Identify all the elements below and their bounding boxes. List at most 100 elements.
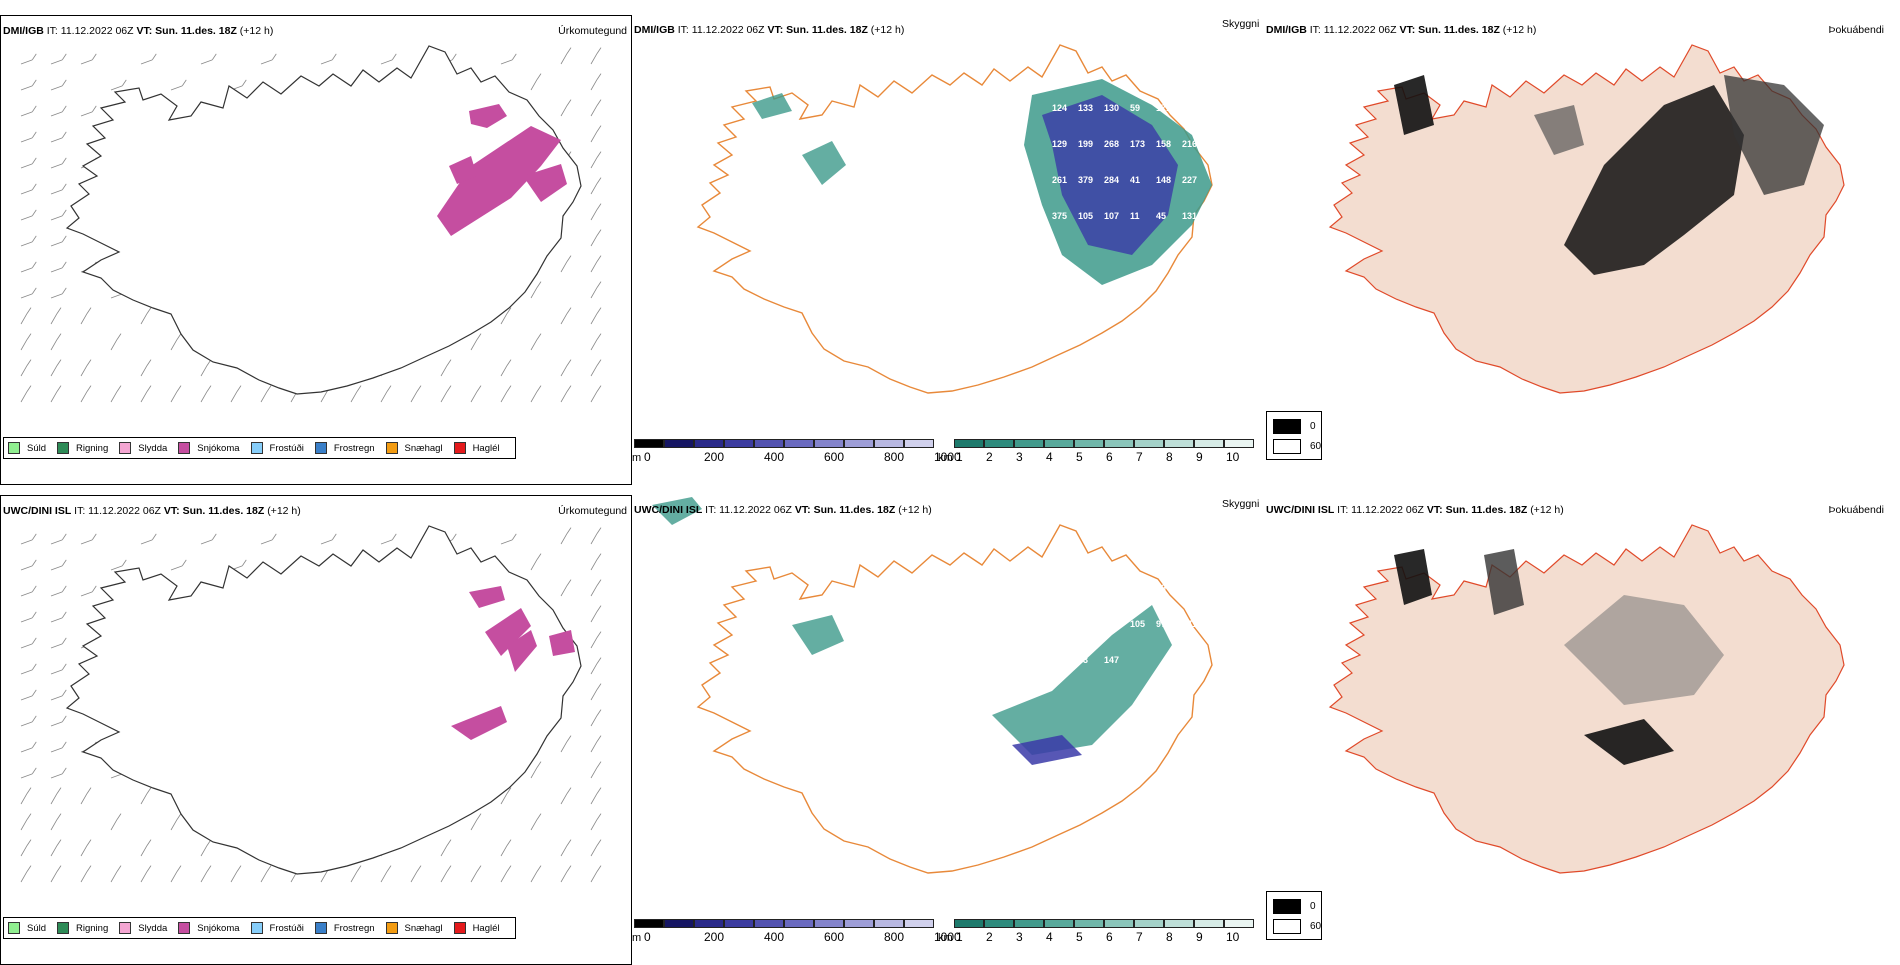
wind-barb-flag xyxy=(331,53,337,61)
fog-patch xyxy=(1394,75,1434,135)
wind-barb-flag xyxy=(476,813,482,820)
wind-barb-flag xyxy=(31,105,37,113)
wind-barb-flag xyxy=(596,125,602,132)
colorbar-cell xyxy=(1104,919,1134,928)
wind-barb-flag xyxy=(86,839,92,846)
wind-barb xyxy=(590,53,598,65)
wind-barb-flag xyxy=(26,787,32,794)
legend-swatch xyxy=(57,442,70,454)
wind-barb xyxy=(500,313,508,325)
wind-barb xyxy=(20,365,28,377)
wind-barb-flag xyxy=(566,579,572,586)
colorbar-cell xyxy=(724,919,754,928)
colorbar-cell xyxy=(874,919,904,928)
colorbar-tick: 2 xyxy=(986,450,993,464)
wind-barb-flag xyxy=(61,611,67,619)
wind-barb xyxy=(560,391,568,403)
wind-barb xyxy=(20,137,33,143)
wind-barb xyxy=(20,85,33,91)
snowfall-area xyxy=(451,586,575,740)
colorbar-cell xyxy=(664,919,694,928)
precip-type-panel-uwc: UWC/DINI ISL IT: 11.12.2022 06Z VT: Sun.… xyxy=(0,495,632,965)
wind-barb xyxy=(590,793,598,805)
legend-item: Frostúði xyxy=(250,442,304,454)
wind-barb-flag xyxy=(61,767,67,775)
colorbar-cell xyxy=(634,919,664,928)
wind-barb xyxy=(50,617,63,623)
wind-barb xyxy=(590,313,598,325)
colorbar-cell xyxy=(984,439,1014,448)
wind-barb-flag xyxy=(596,307,602,314)
visibility-value-label: 105 xyxy=(1078,211,1093,221)
fog-patch xyxy=(1564,595,1724,705)
fog-patch xyxy=(1394,549,1432,605)
colorbar-cell xyxy=(984,919,1014,928)
lead-time: (+12 h) xyxy=(1530,504,1564,516)
legend-swatch xyxy=(250,442,263,454)
legend-label: Súld xyxy=(27,442,47,454)
legend-label: Snæhagl xyxy=(404,922,443,934)
wind-barb-flag xyxy=(391,53,397,61)
wind-barb xyxy=(50,163,63,169)
colorbar-tick: 200 xyxy=(704,930,725,944)
wind-barb xyxy=(380,59,393,65)
wind-barb-flag xyxy=(31,611,37,619)
wind-barb-flag xyxy=(61,559,67,567)
wind-barb xyxy=(560,105,568,117)
wind-barb xyxy=(80,793,88,805)
visibility-value-label: 199 xyxy=(1078,139,1093,149)
valid-time: Sun. 11.des. 18Z xyxy=(155,25,237,37)
wind-barb xyxy=(590,689,598,701)
iceland-coastline xyxy=(65,45,582,395)
visibility-value-label: 29 xyxy=(1156,583,1166,593)
wind-barb-flag xyxy=(176,333,182,340)
snowfall-patch xyxy=(523,164,567,202)
init-time: IT: 11.12.2022 06Z xyxy=(677,24,765,36)
wind-barb xyxy=(470,391,478,403)
legend-swatch xyxy=(314,442,327,454)
wind-barb-flag xyxy=(146,865,152,872)
wind-barb-flag xyxy=(596,281,602,288)
wind-barb-flag xyxy=(566,787,572,794)
colorbar-cell xyxy=(904,439,934,448)
wind-barb-flag xyxy=(596,333,602,340)
wind-barb xyxy=(20,565,33,571)
wind-barb-flag xyxy=(236,865,242,872)
colorbar-tick: 1000 xyxy=(934,450,961,464)
visibility-map: 193 255 256 222 29 41 334 127 24 105 97 271 45 63 147 xyxy=(652,497,1213,874)
wind-barb xyxy=(50,365,58,377)
legend-item: Slydda xyxy=(119,442,167,454)
model-name: DMI/IGB xyxy=(634,24,675,36)
wind-barb xyxy=(20,539,33,545)
wind-barb-flag xyxy=(506,359,512,366)
valid-time-label: VT: xyxy=(163,505,180,517)
wind-barb-flag xyxy=(206,385,212,392)
wind-barb xyxy=(260,539,273,545)
wind-barb xyxy=(410,391,418,403)
wind-barb-flag xyxy=(91,533,97,541)
wind-barb-flag xyxy=(86,865,92,872)
wind-barb xyxy=(260,871,268,883)
wind-barb xyxy=(590,79,598,91)
wind-barb xyxy=(590,209,598,221)
wind-barb-flag xyxy=(86,307,92,314)
legend-label: Haglél xyxy=(472,442,500,454)
wind-barb xyxy=(140,793,148,805)
visibility-colorbar: m 0 200 400 600 800 1000 km 1 2 3 4 5 6 7 8 9 10 xyxy=(632,919,1264,949)
wind-barb-flag xyxy=(61,663,67,671)
wind-barb-flag xyxy=(596,359,602,366)
visibility-value-label: 41 xyxy=(1130,175,1140,185)
visibility-value-label: 131 xyxy=(1182,211,1197,221)
wind-barb xyxy=(560,261,568,273)
wind-barb-flag xyxy=(271,533,277,541)
wind-barb xyxy=(50,391,58,403)
wind-barb-flag xyxy=(176,813,182,820)
wind-barb-flag xyxy=(536,813,542,820)
wind-barb xyxy=(590,235,598,247)
wind-barb-flag xyxy=(506,787,512,794)
wind-barb xyxy=(590,663,598,675)
legend-item: Frostúði xyxy=(250,922,304,934)
visibility-value-label: 227 xyxy=(1182,175,1197,185)
wind-barb xyxy=(80,845,88,857)
wind-barb-flag xyxy=(506,865,512,872)
